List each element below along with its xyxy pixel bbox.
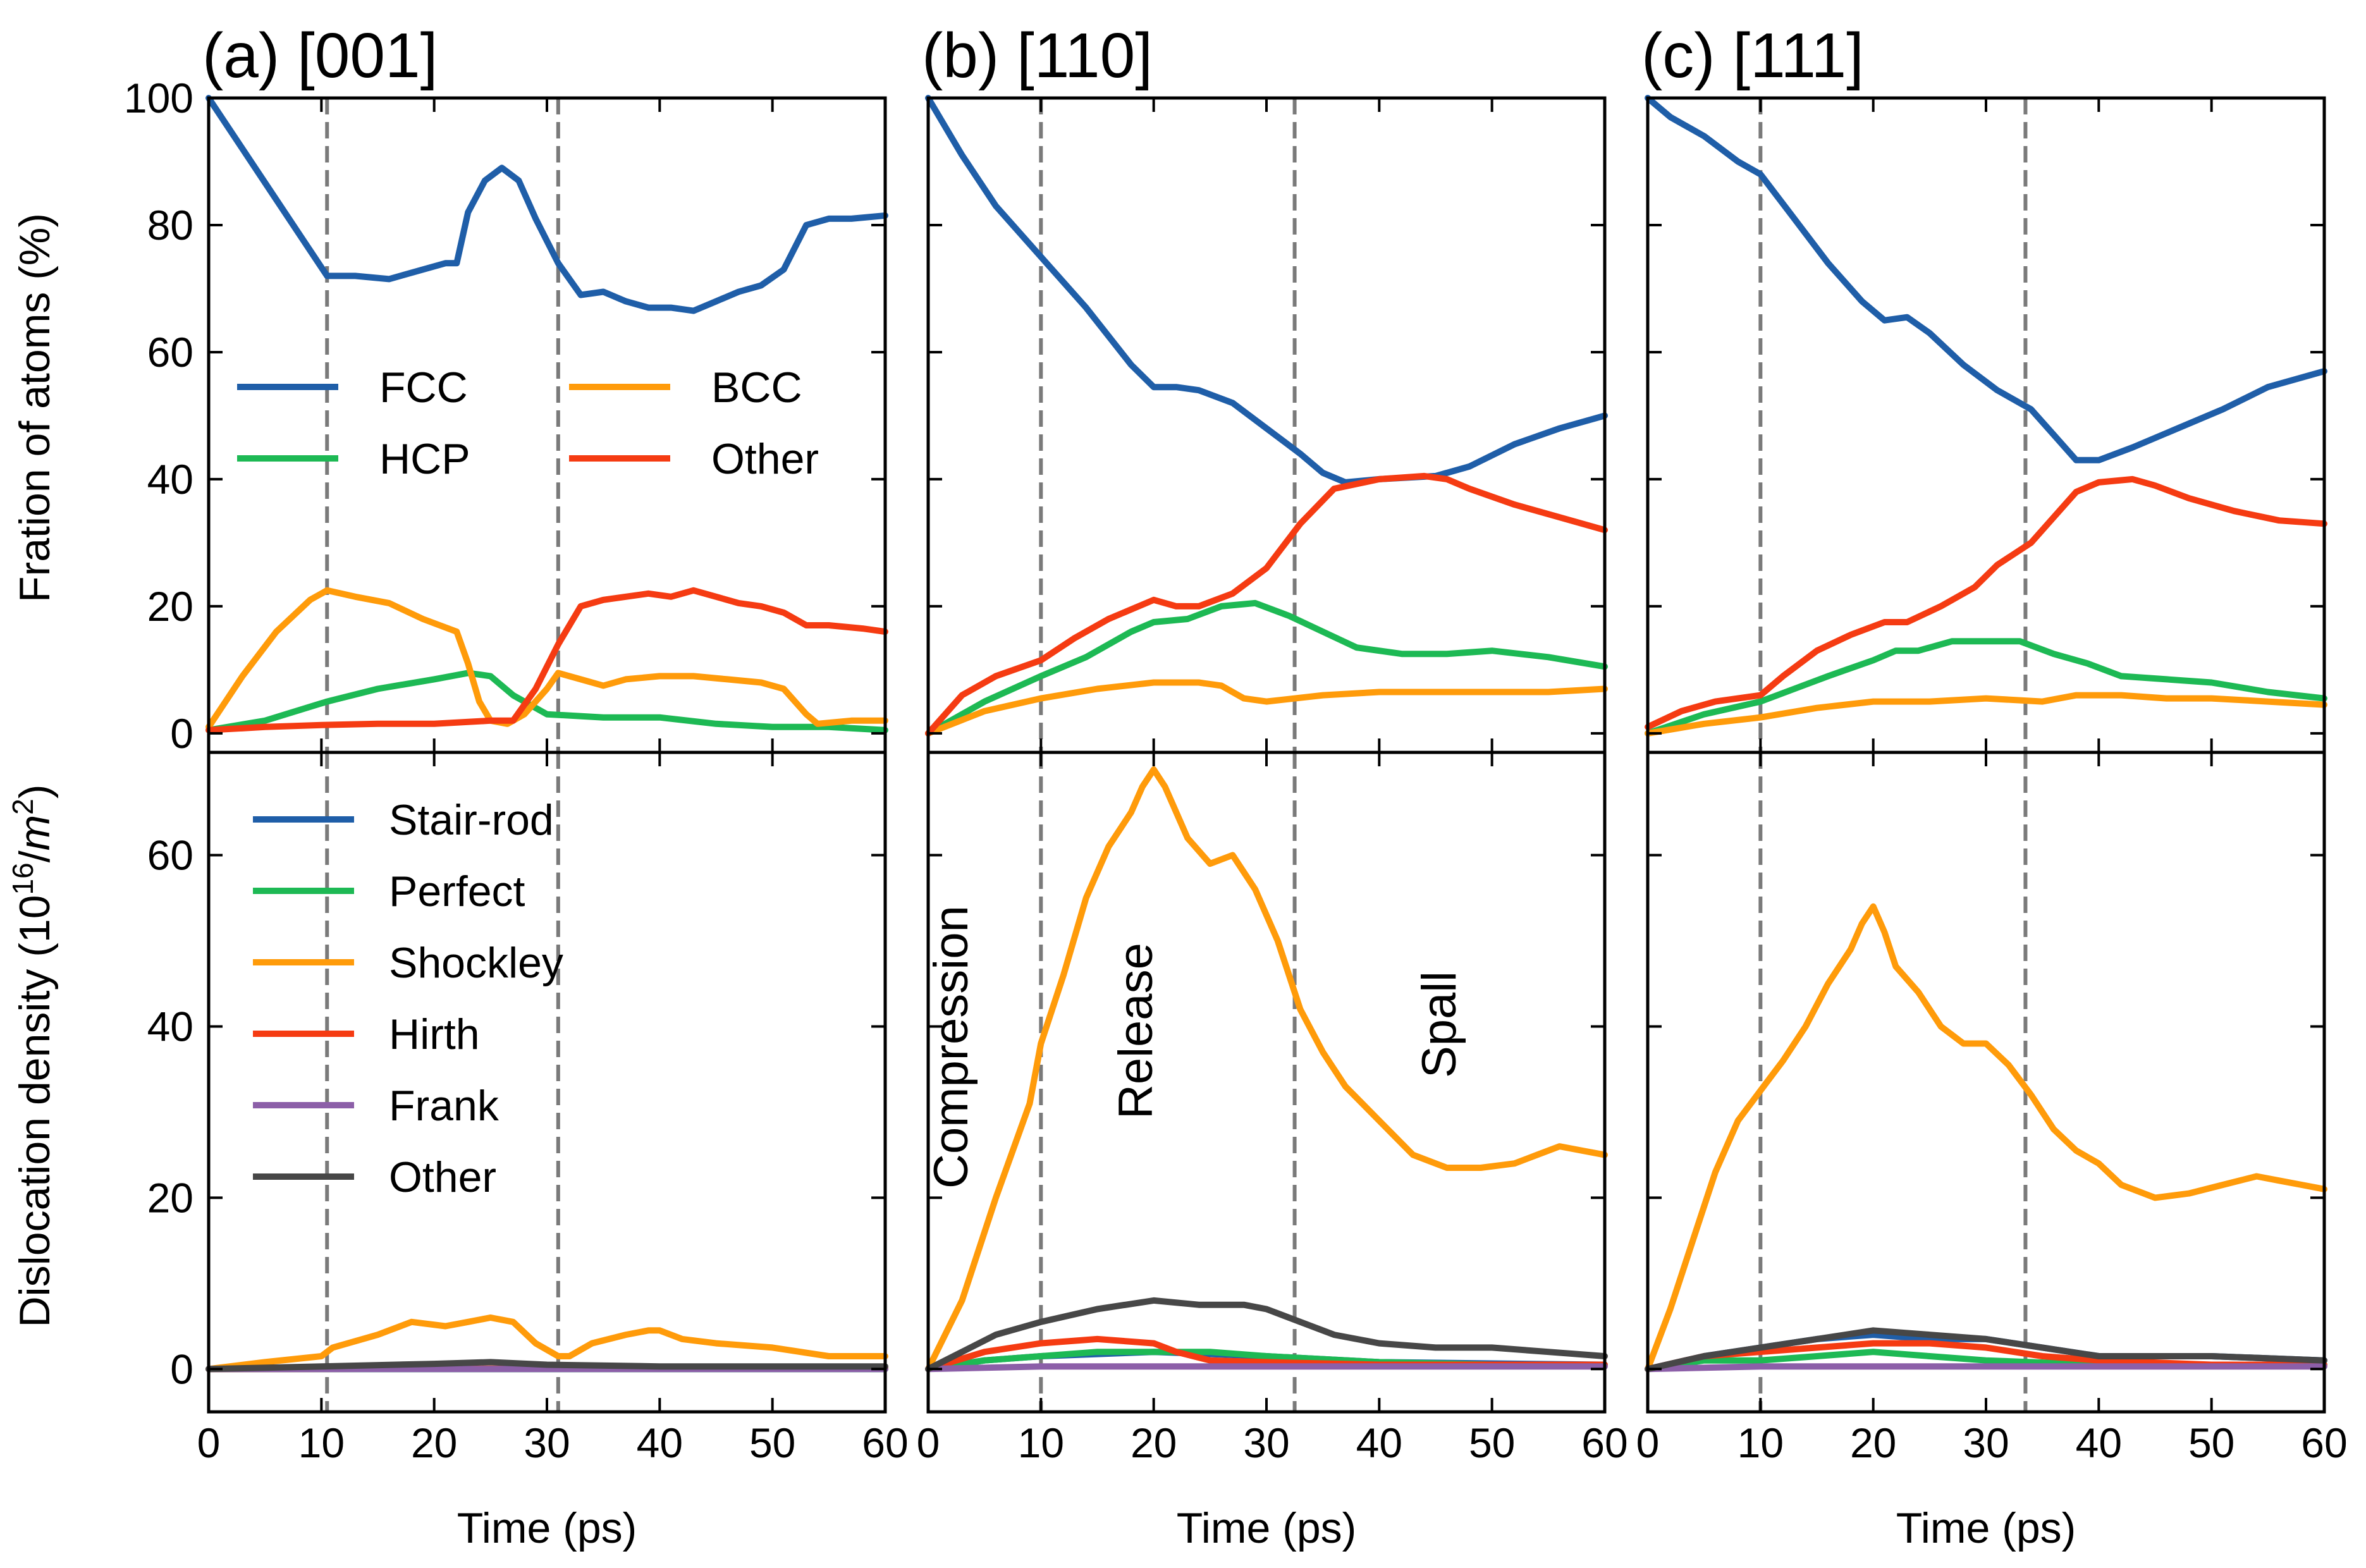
x-tick-label: 0 xyxy=(1636,1419,1660,1466)
x-axis-label: Time (ps) xyxy=(1177,1504,1357,1552)
x-tick-label: 30 xyxy=(1243,1419,1289,1466)
series-line-other xyxy=(1645,475,2327,730)
x-axis-label: Time (ps) xyxy=(1896,1504,2076,1552)
series-line-other xyxy=(925,1297,1608,1373)
plot-frame-top xyxy=(207,96,887,754)
series-line-hcp xyxy=(205,670,888,733)
x-tick-label: 30 xyxy=(1963,1419,2009,1466)
legend-label-hirth: Hirth xyxy=(389,1010,480,1058)
plot-frame-bottom xyxy=(1646,750,2326,1414)
panel-3: 0 10 20 30 40 50 60 Time (ps) (c) [111] xyxy=(1636,20,2348,1552)
x-tick-label: 20 xyxy=(1850,1419,1896,1466)
series-line-bcc xyxy=(205,587,888,730)
legend-bottom: Stair-rod Perfect Shockley Hirth Frank Other xyxy=(253,796,563,1201)
x-tick-label: 10 xyxy=(298,1419,345,1466)
subplot-bottom: 0 20 40 60 xyxy=(147,750,888,1414)
series-line-other xyxy=(205,587,888,733)
legend-label-hcp: HCP xyxy=(379,435,470,483)
x-tick-label: 50 xyxy=(749,1419,795,1466)
legend-top: FCC BCC HCP Other xyxy=(237,364,819,483)
subplot-top xyxy=(1645,95,2327,754)
legend-label-fcc: FCC xyxy=(379,364,468,412)
x-tick-label: 0 xyxy=(197,1419,221,1466)
series-line-shockley xyxy=(1645,903,2327,1373)
legend-label-other: Other xyxy=(711,435,819,483)
series-line-hcp xyxy=(925,599,1608,737)
x-tick-label: 60 xyxy=(1581,1419,1627,1466)
series-line-other xyxy=(1645,1327,2327,1373)
phase-labels: Compression Release Spall xyxy=(924,905,1466,1189)
series-line-other xyxy=(205,1359,888,1373)
phase-compression-label: Compression xyxy=(924,905,978,1189)
series-line-shockley xyxy=(205,1314,888,1373)
x-tick-label: 30 xyxy=(524,1419,570,1466)
series-line-bcc xyxy=(925,679,1608,737)
y-tick-label: 100 xyxy=(124,75,193,121)
plot-frame-bottom xyxy=(926,750,1607,1414)
plot-frame-top xyxy=(1646,96,2326,754)
series-line-fcc xyxy=(205,95,888,314)
subplot-top: 0 20 40 60 80 100 xyxy=(124,75,888,757)
phase-spall-label: Spall xyxy=(1413,971,1466,1078)
subplot-top xyxy=(925,95,1608,754)
ylabel-top: Fration of atoms (%) xyxy=(11,213,59,603)
x-axis-label: Time (ps) xyxy=(457,1504,637,1552)
x-tick-label: 60 xyxy=(2301,1419,2347,1466)
y-tick-label: 60 xyxy=(147,832,193,879)
series-line-shockley xyxy=(925,766,1608,1373)
y-tick-label: 20 xyxy=(147,1174,193,1221)
legend-label-stair-rod: Stair-rod xyxy=(389,796,554,844)
y-tick-label: 60 xyxy=(147,329,193,376)
plot-frame-bottom xyxy=(207,750,887,1414)
x-tick-label: 40 xyxy=(2076,1419,2122,1466)
x-tick-label: 0 xyxy=(917,1419,940,1466)
series-line-frank xyxy=(1645,1363,2327,1373)
x-tick-label: 50 xyxy=(2188,1419,2234,1466)
series-line-frank xyxy=(925,1363,1608,1373)
x-tick-label: 10 xyxy=(1738,1419,1784,1466)
panel-1: 0 20 40 60 80 100 0 20 40 60 0 10 20 30 40 50 60 Time (ps… xyxy=(124,20,909,1552)
ylabel-bottom: Dislocation density (1016/m2) xyxy=(6,784,59,1327)
panel-title: (c) [111] xyxy=(1641,20,1864,91)
y-tick-label: 0 xyxy=(170,710,193,757)
legend-label-frank: Frank xyxy=(389,1082,500,1130)
x-tick-label: 20 xyxy=(411,1419,457,1466)
x-tick-label: 20 xyxy=(1131,1419,1177,1466)
panel-2: 0 10 20 30 40 50 60 Time (ps) (b) [110] xyxy=(917,20,1628,1552)
series-line-fcc xyxy=(925,95,1608,486)
phase-release-label: Release xyxy=(1109,943,1163,1119)
panel-title: (a) [001] xyxy=(202,20,438,91)
subplot-bottom xyxy=(1645,750,2327,1414)
x-tick-label: 60 xyxy=(862,1419,908,1466)
subplot-bottom xyxy=(925,750,1608,1414)
y-axis-label-top: Fration of atoms (%) xyxy=(11,213,59,603)
series-line-other xyxy=(925,472,1608,737)
panel-title: (b) [110] xyxy=(922,20,1153,91)
x-tick-label: 50 xyxy=(1469,1419,1515,1466)
y-tick-label: 20 xyxy=(147,583,193,630)
series-line-hcp xyxy=(1645,638,2327,737)
legend-label-perfect: Perfect xyxy=(389,867,525,916)
y-tick-label: 40 xyxy=(147,1003,193,1050)
y-tick-label: 0 xyxy=(170,1345,193,1392)
series-line-fcc xyxy=(1645,95,2327,463)
series-line-bcc xyxy=(1645,692,2327,737)
y-tick-label: 80 xyxy=(147,202,193,248)
legend-label-other: Other xyxy=(389,1153,496,1201)
y-tick-label: 40 xyxy=(147,456,193,503)
x-tick-label: 40 xyxy=(637,1419,683,1466)
legend-label-shockley: Shockley xyxy=(389,939,563,987)
legend-label-bcc: BCC xyxy=(711,364,802,412)
x-tick-label: 40 xyxy=(1356,1419,1402,1466)
y-axis-label-bottom: Dislocation density (1016/m2) xyxy=(6,784,59,1327)
x-tick-label: 10 xyxy=(1018,1419,1064,1466)
